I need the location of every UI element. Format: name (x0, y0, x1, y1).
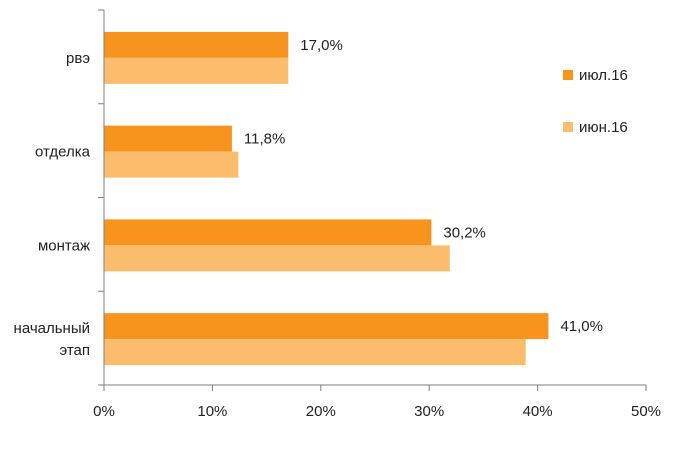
category-labels-group: рвэ отделка монтаж начальный этап (14, 50, 91, 359)
legend-swatch-2 (563, 122, 573, 132)
bar-series-2-cat-2 (104, 151, 239, 178)
bar-series-1-cat-2 (104, 125, 232, 152)
legend: июл.16 июн.16 (563, 67, 628, 136)
bar-series-1-cat-3 (104, 219, 432, 246)
legend-label-2: июн.16 (579, 119, 628, 136)
category-label-4: начальный этап (14, 320, 90, 359)
category-label-1: рвэ (66, 50, 90, 67)
y-axis (98, 9, 105, 386)
x-tick-label: 50% (631, 403, 661, 420)
x-axis: 0% 10% 20% 30% 40% 50% (93, 384, 661, 420)
category-label-2: отделка (35, 144, 91, 161)
data-label-cat-2: 11,8% (244, 131, 285, 148)
bar-series-1-cat-1 (104, 31, 289, 58)
x-tick-label: 40% (523, 403, 553, 420)
x-tick-label: 10% (197, 403, 227, 420)
data-labels-group: 17,0% 11,8% 30,2% 41,0% (244, 37, 603, 335)
bar-series-2-cat-4 (104, 339, 526, 366)
bar-series-1-cat-4 (104, 313, 549, 340)
bar-series-2-cat-3 (104, 245, 450, 272)
x-tick-label: 30% (414, 403, 444, 420)
category-label-3: монтаж (38, 237, 90, 254)
x-tick-label: 20% (306, 403, 336, 420)
legend-swatch-1 (563, 70, 573, 80)
bars-group (104, 31, 549, 366)
bar-series-2-cat-1 (104, 57, 289, 84)
data-label-cat-1: 17,0% (300, 37, 343, 54)
legend-label-1: июл.16 (579, 67, 628, 84)
data-label-cat-3: 30,2% (443, 224, 486, 241)
x-tick-label: 0% (93, 403, 115, 420)
data-label-cat-4: 41,0% (560, 318, 603, 335)
